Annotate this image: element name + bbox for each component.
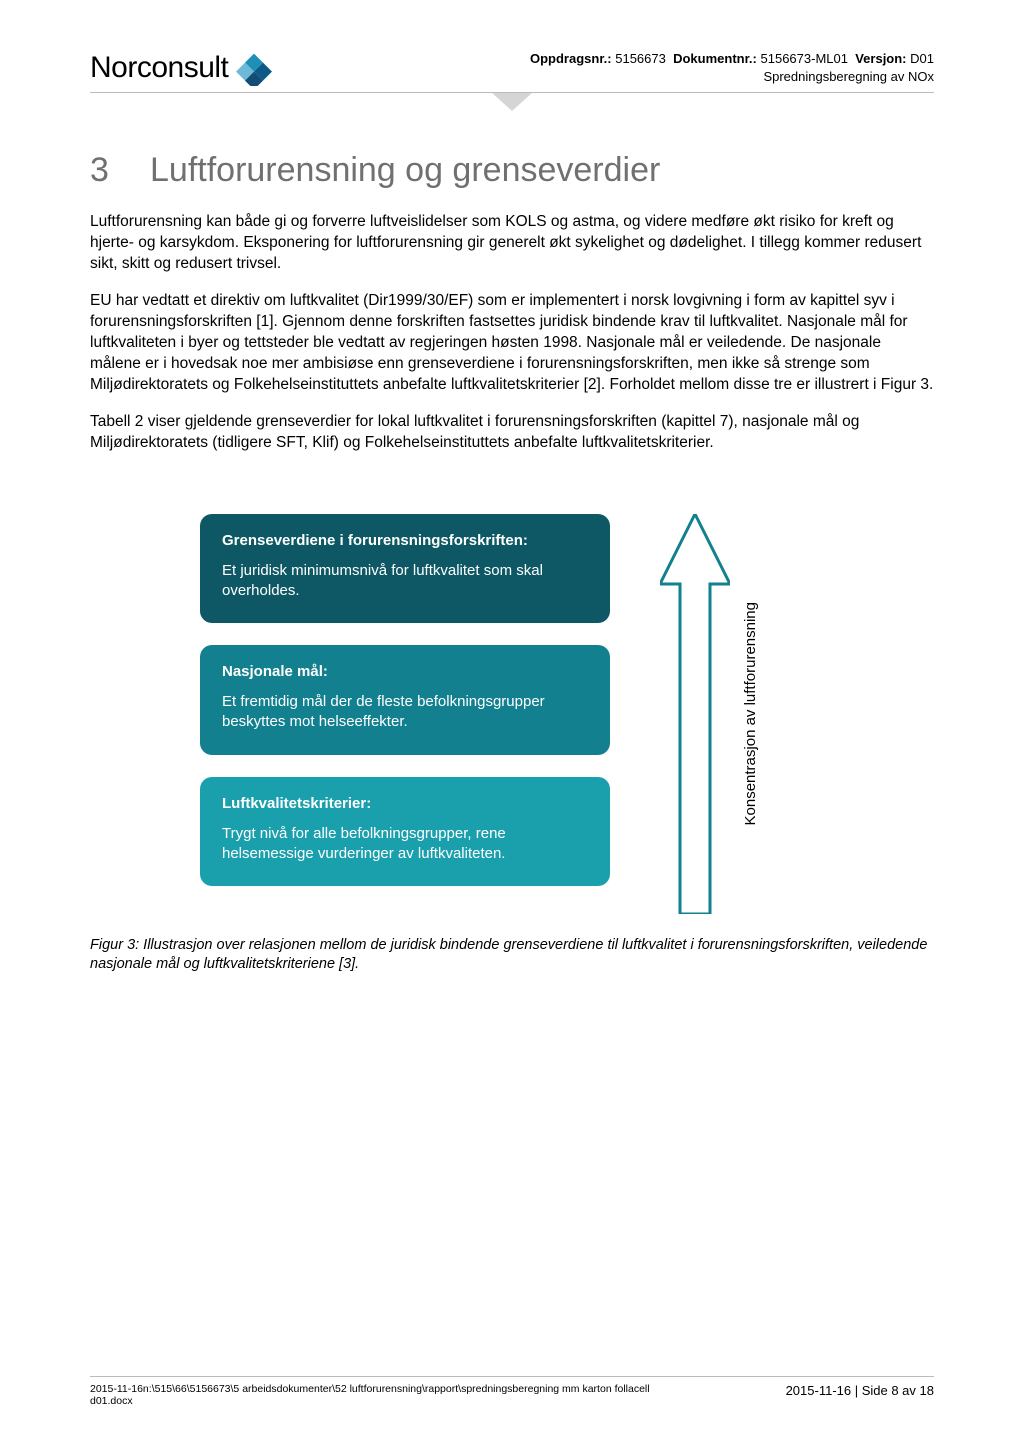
diagram-boxes: Grenseverdiene i forurensningsforskrifte… [200, 514, 610, 914]
box-title: Luftkvalitetskriterier: [222, 795, 588, 812]
diagram-arrow: Konsentrasjon av luftforurensning [660, 514, 759, 914]
meta-subtitle: Spredningsberegning av NOx [530, 68, 934, 86]
paragraph-2: EU har vedtatt et direktiv om luftkvalit… [90, 291, 934, 396]
section-title-text: Luftforurensning og grenseverdier [150, 151, 660, 189]
meta-label-oppdrag: Oppdragsnr.: [530, 51, 612, 66]
figure-3-diagram: Grenseverdiene i forurensningsforskrifte… [200, 514, 934, 914]
header-triangle-icon [492, 93, 532, 111]
arrow-label: Konsentrasjon av luftforurensning [742, 602, 759, 825]
page-header: Norconsult Oppdragsnr.: 5156673 Dokument… [90, 50, 934, 93]
box-desc: Et juridisk minimumsnivå for luftkvalite… [222, 561, 588, 602]
meta-val-dokument: 5156673-ML01 [761, 51, 848, 66]
meta-label-versjon: Versjon: [855, 51, 906, 66]
figure-caption: Figur 3: Illustrasjon over relasjonen me… [90, 936, 934, 975]
box-desc: Et fremtidig mål der de fleste befolknin… [222, 692, 588, 733]
logo-text: Norconsult [90, 51, 228, 85]
section-number: 3 [90, 151, 150, 190]
section-title: 3Luftforurensning og grenseverdier [90, 151, 934, 190]
box-nasjonale-mal: Nasjonale mål: Et fremtidig mål der de f… [200, 645, 610, 755]
footer-page-info: 2015-11-16 | Side 8 av 18 [786, 1383, 934, 1398]
logo-icon [236, 50, 272, 86]
box-title: Nasjonale mål: [222, 663, 588, 680]
arrow-up-icon [660, 514, 730, 914]
paragraph-1: Luftforurensning kan både gi og forverre… [90, 212, 934, 275]
footer-path: 2015-11-16n:\515\66\5156673\5 arbeidsdok… [90, 1383, 650, 1408]
header-meta: Oppdragsnr.: 5156673 Dokumentnr.: 515667… [530, 50, 934, 86]
box-desc: Trygt nivå for alle befolkningsgrupper, … [222, 824, 588, 865]
paragraph-3: Tabell 2 viser gjeldende grenseverdier f… [90, 412, 934, 454]
box-grenseverdiene: Grenseverdiene i forurensningsforskrifte… [200, 514, 610, 624]
box-title: Grenseverdiene i forurensningsforskrifte… [222, 532, 588, 549]
meta-label-dokument: Dokumentnr.: [673, 51, 757, 66]
logo: Norconsult [90, 50, 272, 86]
page-footer: 2015-11-16n:\515\66\5156673\5 arbeidsdok… [90, 1376, 934, 1408]
meta-val-oppdrag: 5156673 [615, 51, 666, 66]
meta-val-versjon: D01 [910, 51, 934, 66]
box-luftkvalitetskriterier: Luftkvalitetskriterier: Trygt nivå for a… [200, 777, 610, 887]
